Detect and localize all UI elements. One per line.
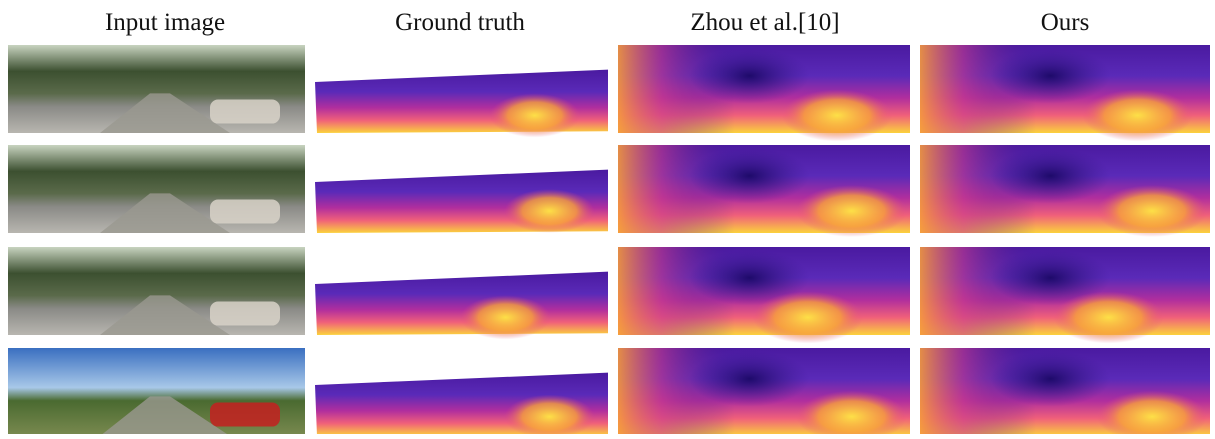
depth-blob <box>782 89 892 141</box>
page: Input image Ground truth Zhou et al.[10]… <box>0 0 1215 434</box>
car <box>210 302 280 326</box>
figure: Input image Ground truth Zhou et al.[10]… <box>0 0 1215 434</box>
column-header: Ours <box>1041 9 1090 36</box>
image-grid <box>8 45 1210 434</box>
depth-dark <box>689 148 809 204</box>
depth-blob <box>490 93 580 137</box>
column-header: Zhou et al.[10] <box>690 9 839 36</box>
depth-blob <box>797 185 907 237</box>
depth-blob <box>1054 291 1164 343</box>
depth-blob <box>504 189 594 233</box>
depth-dark <box>991 48 1111 104</box>
column-header: Ground truth <box>395 9 525 36</box>
depth-dark <box>991 351 1111 407</box>
depth-blob <box>1083 89 1193 141</box>
ground-truth-depth <box>315 272 608 335</box>
depth-blob <box>753 291 863 343</box>
column-header: Input image <box>105 9 225 36</box>
car <box>210 403 280 427</box>
depth-blob <box>460 295 550 339</box>
car <box>210 100 280 124</box>
car <box>210 200 280 224</box>
depth-dark <box>689 48 809 104</box>
depth-dark <box>689 351 809 407</box>
depth-dark <box>991 148 1111 204</box>
depth-blob <box>1097 185 1207 237</box>
